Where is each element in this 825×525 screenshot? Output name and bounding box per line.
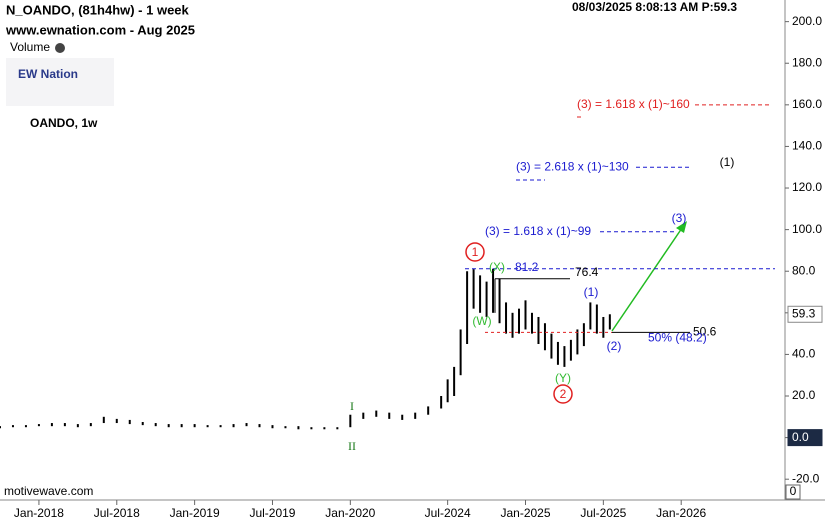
- logo: EW Nation: [18, 67, 78, 81]
- chart-title: N_OANDO, (81h4hw) - 1 week: [6, 2, 190, 17]
- x-tick-label: Jan-2020: [325, 506, 375, 520]
- x-tick-label: Jan-2019: [170, 506, 220, 520]
- y-tick-label: 140.0: [792, 139, 822, 153]
- y-tick-label: 80.0: [792, 263, 816, 277]
- wave-label: (1): [584, 285, 599, 299]
- price-tag: [787, 305, 823, 323]
- wave-label: II: [348, 439, 356, 453]
- y-tick-label: 180.0: [792, 55, 822, 69]
- level-label: 50% (48.2): [648, 331, 707, 345]
- level-label: 76.4: [575, 265, 599, 279]
- wave-label: (1): [720, 155, 735, 169]
- x-tick-label: Jul-2025: [580, 506, 626, 520]
- site: www.ewnation.com - Aug 2025: [5, 22, 195, 37]
- wave-label: (2): [607, 339, 622, 353]
- price-tag-label: 59.3: [792, 306, 816, 320]
- level-label: (3) = 1.618 x (1)~160: [577, 97, 690, 111]
- level-label: 50.6: [693, 325, 717, 339]
- y-tick-label: 20.0: [792, 388, 816, 402]
- projection-arrow: [611, 221, 687, 332]
- wave-label: (X): [489, 260, 505, 274]
- settings-icon[interactable]: [55, 43, 65, 53]
- wave-label: (W): [472, 314, 491, 328]
- x-tick-label: Jul-2024: [425, 506, 471, 520]
- wave-label: I: [350, 399, 354, 413]
- wave-label: 2: [560, 387, 567, 401]
- y-tick-label: 120.0: [792, 180, 822, 194]
- x-tick-label: Jul-2019: [249, 506, 295, 520]
- x-tick-label: Jul-2018: [94, 506, 140, 520]
- arrow-line: [611, 227, 683, 332]
- x-tick-label: Jan-2026: [656, 506, 706, 520]
- level-label: (3) = 2.618 x (1)~130: [516, 159, 629, 173]
- scale-marker: 0: [790, 484, 797, 498]
- volume-label[interactable]: Volume: [10, 40, 50, 54]
- footer: motivewave.com: [4, 484, 93, 498]
- y-tick-label: 200.0: [792, 14, 822, 28]
- wave-label: (Y): [555, 371, 571, 385]
- timestamp: 08/03/2025 8:08:13 AM P:59.3: [572, 0, 737, 14]
- arrow-head: [676, 221, 687, 233]
- price-tag-label: 0.0: [792, 430, 809, 444]
- logo-box: [6, 58, 114, 106]
- x-tick-label: Jan-2025: [500, 506, 550, 520]
- level-label: (3) = 1.618 x (1)~99: [485, 224, 591, 238]
- wave-label: (3): [672, 211, 687, 225]
- symbol: OANDO, 1w: [30, 116, 98, 130]
- scale-marker-box: [785, 484, 801, 500]
- y-tick-label: -20.0: [792, 471, 820, 485]
- wave-label: 1: [472, 245, 479, 259]
- x-tick-label: Jan-2018: [14, 506, 64, 520]
- price-tag: [787, 429, 823, 447]
- wave-circle: [553, 384, 573, 404]
- y-tick-label: 100.0: [792, 222, 822, 236]
- y-tick-label: 40.0: [792, 347, 816, 361]
- wave-circle: [465, 242, 485, 262]
- y-tick-label: 160.0: [792, 97, 822, 111]
- level-label: 81.2: [515, 260, 539, 274]
